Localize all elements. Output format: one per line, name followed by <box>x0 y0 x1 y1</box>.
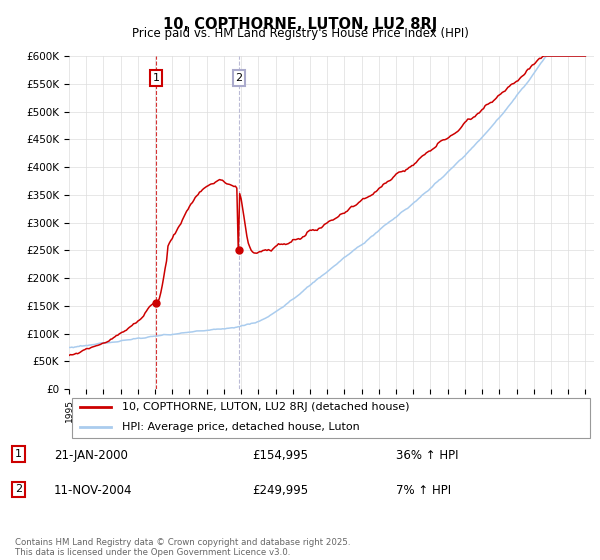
Text: 2: 2 <box>235 73 242 83</box>
Text: 21-JAN-2000: 21-JAN-2000 <box>54 449 128 462</box>
Text: 7% ↑ HPI: 7% ↑ HPI <box>396 484 451 497</box>
Text: £154,995: £154,995 <box>252 449 308 462</box>
Text: 1: 1 <box>15 449 22 459</box>
Text: 2: 2 <box>15 484 22 494</box>
Text: 10, COPTHORNE, LUTON, LU2 8RJ (detached house): 10, COPTHORNE, LUTON, LU2 8RJ (detached … <box>121 402 409 412</box>
Text: Contains HM Land Registry data © Crown copyright and database right 2025.
This d: Contains HM Land Registry data © Crown c… <box>15 538 350 557</box>
Text: £249,995: £249,995 <box>252 484 308 497</box>
Text: 11-NOV-2004: 11-NOV-2004 <box>54 484 133 497</box>
Text: 1: 1 <box>152 73 160 83</box>
Text: Price paid vs. HM Land Registry's House Price Index (HPI): Price paid vs. HM Land Registry's House … <box>131 27 469 40</box>
Text: HPI: Average price, detached house, Luton: HPI: Average price, detached house, Luto… <box>121 422 359 432</box>
Text: 36% ↑ HPI: 36% ↑ HPI <box>396 449 458 462</box>
FancyBboxPatch shape <box>71 398 590 438</box>
Text: 10, COPTHORNE, LUTON, LU2 8RJ: 10, COPTHORNE, LUTON, LU2 8RJ <box>163 17 437 32</box>
